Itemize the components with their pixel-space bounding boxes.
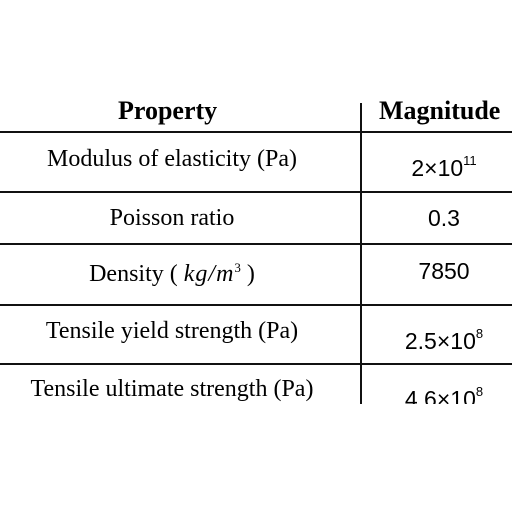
row-4-magnitude: 2.5×108 [404,326,484,354]
row-1-magnitude: 2×1011 [411,153,477,181]
rule-row-2 [0,243,512,245]
column-divider [360,103,362,404]
row-5-property: Tensile ultimate strength (Pa) [30,376,314,402]
rule-row-4 [0,363,512,365]
row-3-magnitude: 7850 [418,258,470,284]
row-4-property: Tensile yield strength (Pa) [45,318,299,344]
row-5-magnitude: 4.6×108 [404,384,484,404]
rule-header [0,131,512,133]
row-3-property: Density ( kg/m3 ) [89,260,255,287]
rule-row-1 [0,191,512,193]
rule-row-3 [0,304,512,306]
table-clip: Property Magnitude Modulus of elasticity… [0,96,512,404]
header-property: Property [118,96,218,125]
header-magnitude: Magnitude [379,96,501,125]
row-2-property: Poisson ratio [109,205,235,231]
row-1-property: Modulus of elasticity (Pa) [47,146,297,172]
row-2-magnitude: 0.3 [428,205,460,231]
